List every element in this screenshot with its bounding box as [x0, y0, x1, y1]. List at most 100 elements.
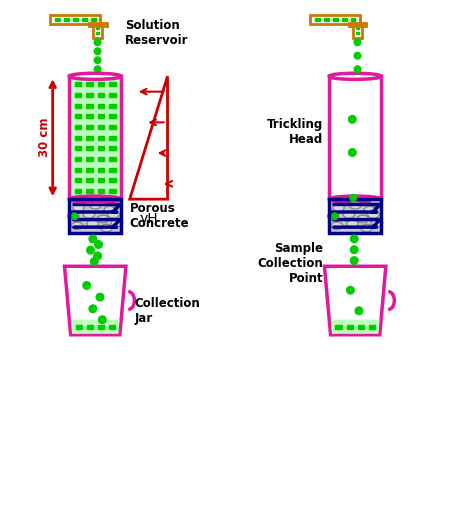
Bar: [109, 147, 116, 151]
Bar: [75, 324, 82, 330]
Bar: [98, 147, 104, 151]
Bar: [109, 104, 116, 108]
Bar: [86, 147, 92, 151]
Ellipse shape: [87, 220, 98, 228]
Bar: [96, 28, 99, 29]
Ellipse shape: [361, 224, 372, 232]
Circle shape: [350, 235, 358, 243]
Bar: [75, 178, 81, 183]
Bar: [91, 18, 96, 21]
Ellipse shape: [69, 196, 121, 202]
Circle shape: [346, 286, 354, 294]
Circle shape: [348, 149, 356, 156]
Ellipse shape: [71, 222, 83, 230]
Circle shape: [355, 307, 363, 314]
Bar: [75, 93, 81, 97]
Bar: [310, 15, 360, 24]
Ellipse shape: [83, 211, 95, 218]
Bar: [324, 18, 328, 21]
Bar: [333, 18, 337, 21]
Bar: [98, 83, 104, 87]
Circle shape: [354, 66, 361, 73]
Bar: [96, 32, 99, 34]
Ellipse shape: [371, 219, 383, 227]
Text: Collection
Jar: Collection Jar: [135, 297, 200, 325]
Bar: [87, 324, 93, 330]
Bar: [69, 76, 121, 199]
Polygon shape: [64, 266, 126, 335]
Bar: [55, 18, 60, 21]
Ellipse shape: [329, 196, 381, 202]
Bar: [109, 189, 116, 193]
Bar: [329, 76, 381, 199]
Text: Trickling
Head: Trickling Head: [267, 118, 323, 146]
Bar: [109, 83, 116, 87]
Ellipse shape: [73, 204, 84, 211]
Bar: [86, 178, 92, 183]
Bar: [69, 199, 121, 233]
Bar: [98, 115, 104, 119]
Bar: [353, 24, 362, 38]
Bar: [98, 178, 104, 183]
Circle shape: [94, 66, 101, 73]
Circle shape: [91, 258, 98, 265]
Bar: [86, 136, 92, 140]
Bar: [356, 28, 359, 29]
Bar: [86, 115, 92, 119]
Bar: [109, 324, 115, 330]
Bar: [342, 18, 346, 21]
Bar: [69, 199, 121, 233]
Bar: [82, 18, 87, 21]
Bar: [109, 125, 116, 129]
Bar: [86, 104, 92, 108]
Circle shape: [83, 282, 91, 289]
Circle shape: [354, 52, 361, 59]
Bar: [98, 136, 104, 140]
Circle shape: [99, 316, 106, 323]
Ellipse shape: [370, 199, 382, 207]
Bar: [86, 157, 92, 161]
Text: Sample
Collection
Point: Sample Collection Point: [258, 242, 323, 285]
Bar: [98, 93, 104, 97]
Bar: [75, 147, 81, 151]
Ellipse shape: [101, 224, 112, 232]
Bar: [75, 168, 81, 172]
Circle shape: [96, 294, 104, 301]
Bar: [73, 18, 78, 21]
Bar: [75, 157, 81, 161]
Circle shape: [95, 241, 102, 248]
Ellipse shape: [343, 211, 355, 218]
Bar: [329, 199, 381, 233]
Bar: [109, 168, 116, 172]
Ellipse shape: [357, 215, 369, 223]
Bar: [315, 18, 319, 21]
Ellipse shape: [328, 212, 339, 220]
Bar: [329, 199, 381, 233]
Bar: [348, 23, 366, 26]
Bar: [75, 104, 81, 108]
Bar: [86, 83, 92, 87]
Ellipse shape: [110, 199, 122, 207]
Ellipse shape: [90, 202, 101, 209]
Bar: [75, 125, 81, 129]
Bar: [109, 93, 116, 97]
Bar: [356, 32, 359, 34]
Bar: [109, 115, 116, 119]
Bar: [86, 168, 92, 172]
Text: γH: γH: [139, 212, 158, 227]
Circle shape: [331, 213, 338, 220]
Bar: [109, 178, 116, 183]
Bar: [75, 136, 81, 140]
Bar: [69, 76, 121, 199]
Ellipse shape: [97, 215, 109, 223]
Text: 30 cm: 30 cm: [37, 118, 51, 158]
Ellipse shape: [108, 211, 119, 218]
Bar: [86, 93, 92, 97]
Bar: [98, 189, 104, 193]
Bar: [86, 125, 92, 129]
Circle shape: [350, 246, 358, 254]
Ellipse shape: [111, 219, 123, 227]
Circle shape: [350, 257, 358, 264]
Circle shape: [89, 305, 97, 312]
Circle shape: [94, 57, 101, 63]
